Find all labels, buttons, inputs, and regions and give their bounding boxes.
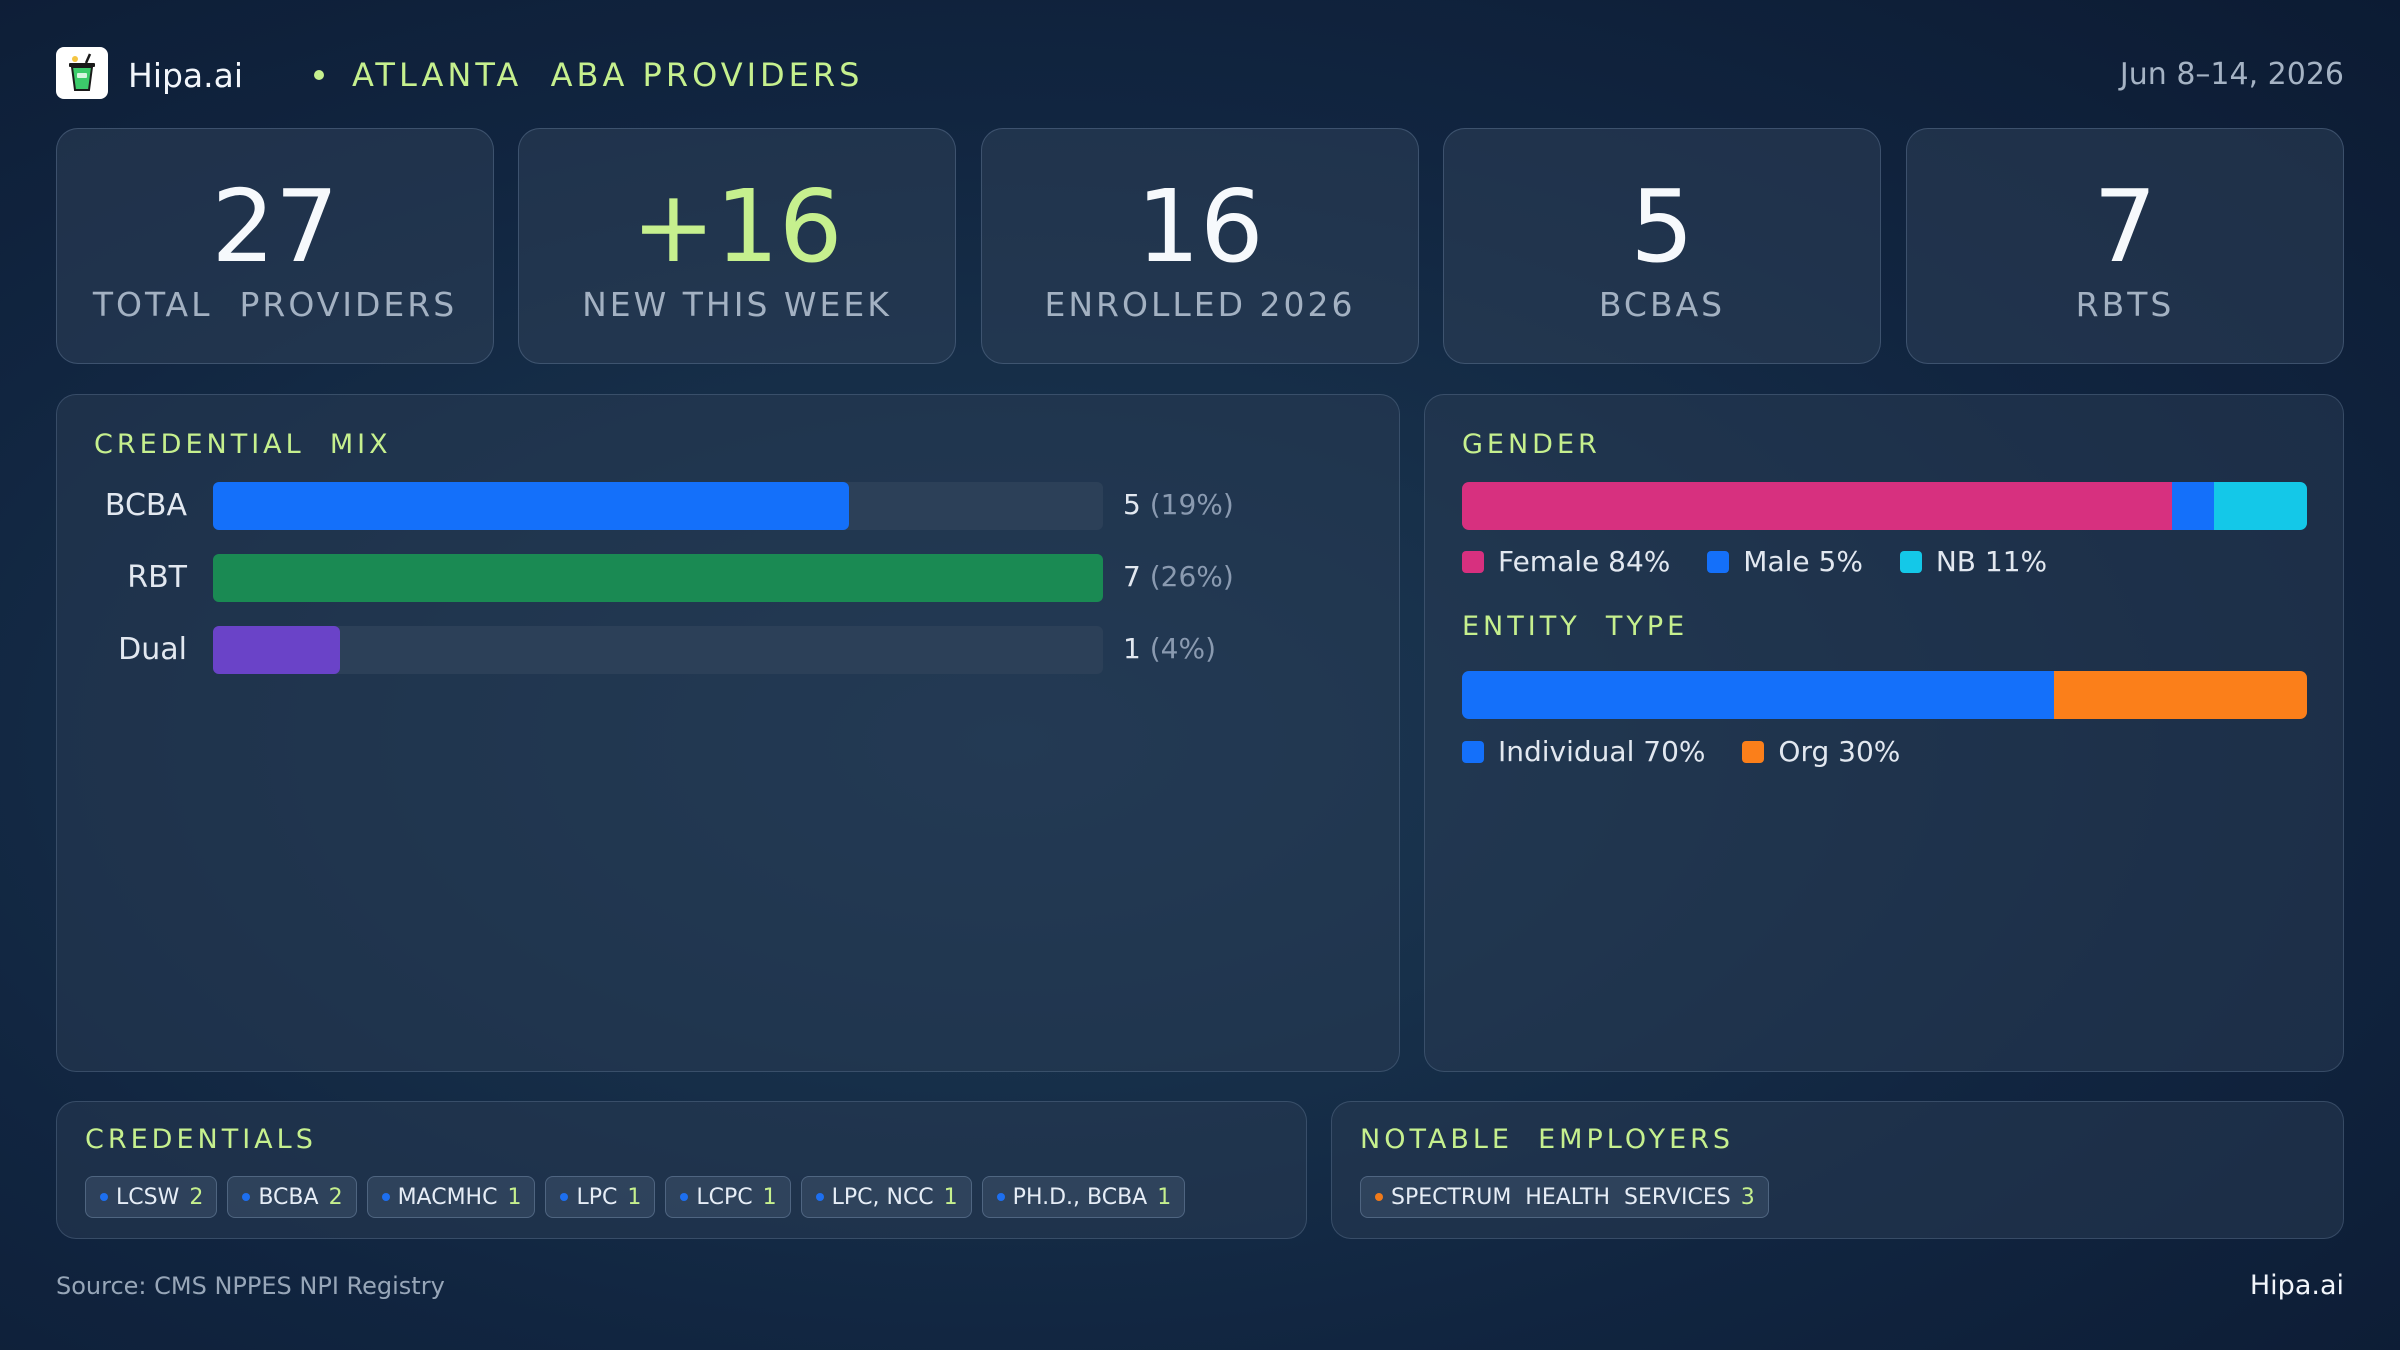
kpi-value: 5 [1630, 168, 1694, 285]
data-source: Source: CMS NPPES NPI Registry [56, 1272, 445, 1300]
gender-stacked-bar [1462, 482, 2307, 530]
credential-chip-list: LCSW 2 BCBA 2 MACMHC 1 LPC 1 LCPC 1 LPC, NCC 1… [85, 1176, 1186, 1218]
credential-chip[interactable]: LCPC 1 [665, 1176, 791, 1218]
bullet-separator [314, 70, 324, 80]
kpi-label: RBTS [2075, 285, 2175, 324]
demographics-panel: GENDER Female 84% Male 5% NB 11% ENTITY … [1424, 394, 2344, 1072]
gender-segment-nb [2214, 482, 2307, 530]
legend-item-org: Org 30% [1742, 735, 1900, 768]
bar-track [213, 554, 1103, 602]
bar-value: 5 (19%) [1123, 488, 1234, 521]
entity-legend: Individual 70% Org 30% [1462, 735, 1928, 768]
bar-fill [213, 626, 341, 674]
entity-stacked-bar [1462, 671, 2307, 719]
bar-value: 1 (4%) [1123, 632, 1217, 665]
bar-label: BCBA [104, 488, 187, 523]
header: Hipa.ai ATLANTA ABA PROVIDERS Jun 8–14, … [56, 46, 2344, 102]
date-range: Jun 8–14, 2026 [2119, 57, 2344, 92]
panel-title: CREDENTIAL MIX [94, 429, 392, 460]
legend-item-male: Male 5% [1707, 545, 1863, 578]
entity-segment-individual [1462, 671, 2054, 719]
kpi-label: TOTAL PROVIDERS [92, 285, 458, 324]
kpi-value: 27 [211, 168, 339, 285]
credential-chip[interactable]: MACMHC 1 [366, 1176, 536, 1218]
employer-chip[interactable]: SPECTRUM HEALTH SERVICES 3 [1360, 1176, 1769, 1218]
kpi-label: BCBAS [1598, 285, 1726, 324]
gender-legend: Female 84% Male 5% NB 11% [1462, 545, 2075, 578]
bar-fill [213, 482, 849, 530]
bar-track [213, 626, 1103, 674]
gender-title: GENDER [1462, 429, 1601, 460]
legend-item-female: Female 84% [1462, 545, 1670, 578]
kpi-label: NEW THIS WEEK [582, 285, 892, 324]
gender-segment-male [2171, 482, 2215, 530]
cup-icon [69, 53, 95, 91]
credential-chip[interactable]: LPC 1 [545, 1176, 656, 1218]
entity-type-title: ENTITY TYPE [1462, 611, 1689, 642]
app-logo [56, 47, 108, 99]
report-title: ATLANTA ABA PROVIDERS [352, 56, 864, 94]
credential-chip[interactable]: LCSW 2 [85, 1176, 218, 1218]
legend-item-individual: Individual 70% [1462, 735, 1706, 768]
brand-name: Hipa.ai [128, 56, 244, 95]
employers-panel: NOTABLE EMPLOYERS SPECTRUM HEALTH SERVIC… [1331, 1101, 2344, 1239]
entity-segment-org [2053, 671, 2307, 719]
kpi-value: 7 [2093, 168, 2157, 285]
credential-chip[interactable]: PH.D., BCBA 1 [981, 1176, 1186, 1218]
kpi-enrolled-2026: 16 ENROLLED 2026 [981, 128, 1419, 364]
footer-brand: Hipa.ai [2249, 1270, 2344, 1301]
panel-title: NOTABLE EMPLOYERS [1360, 1124, 1735, 1155]
credential-chip[interactable]: BCBA 2 [227, 1176, 357, 1218]
kpi-bcbas: 5 BCBAS [1443, 128, 1881, 364]
kpi-value: +16 [631, 168, 843, 285]
bar-label: Dual [118, 632, 187, 667]
kpi-label: ENROLLED 2026 [1044, 285, 1356, 324]
bar-value: 7 (26%) [1123, 560, 1234, 593]
kpi-rbts: 7 RBTS [1906, 128, 2344, 364]
kpi-new-this-week: +16 NEW THIS WEEK [518, 128, 956, 364]
kpi-value: 16 [1136, 168, 1264, 285]
employer-chip-list: SPECTRUM HEALTH SERVICES 3 [1360, 1176, 1769, 1218]
credential-chip[interactable]: LPC, NCC 1 [800, 1176, 972, 1218]
bar-track [213, 482, 1103, 530]
gender-segment-female [1462, 482, 2172, 530]
credential-mix-panel: CREDENTIAL MIX BCBA 5 (19%) RBT 7 (26%) … [56, 394, 1400, 1072]
credentials-panel: CREDENTIALS LCSW 2 BCBA 2 MACMHC 1 LPC 1 LCP… [56, 1101, 1307, 1239]
bar-fill [213, 554, 1103, 602]
kpi-total-providers: 27 TOTAL PROVIDERS [56, 128, 494, 364]
bar-label: RBT [127, 560, 187, 595]
legend-item-nb: NB 11% [1899, 545, 2047, 578]
panel-title: CREDENTIALS [85, 1124, 317, 1155]
